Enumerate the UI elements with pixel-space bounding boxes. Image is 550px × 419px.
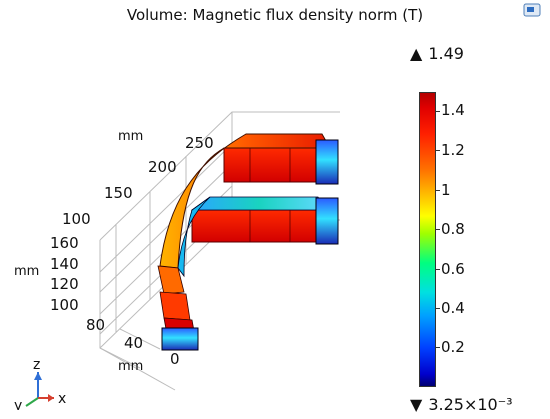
triangle-down-icon: ▼ (410, 395, 423, 414)
colorbar-tick-0-2: 0.2 (441, 338, 465, 356)
plot-canvas[interactable]: mm 250 200 150 100 mm 160 140 120 100 80… (0, 30, 410, 410)
x-tick-200: 200 (148, 158, 177, 176)
colorbar-tick-1: 1 (441, 181, 451, 199)
z-tick-120: 120 (50, 275, 79, 293)
axis-unit-z: mm (14, 264, 39, 279)
y-tick-40: 40 (124, 334, 143, 352)
colorbar-max: ▲ 1.49 (410, 44, 464, 63)
triad-y-label: y (14, 398, 22, 410)
colorbar-tick-0-4: 0.4 (441, 299, 465, 317)
colorbar-tick-1-4: 1.4 (441, 101, 465, 119)
colorbar-tick-0-6: 0.6 (441, 260, 465, 278)
coordinate-triad: z x y (14, 357, 66, 410)
y-tick-80: 80 (86, 316, 105, 334)
colorbar-tick-0-8: 0.8 (441, 220, 465, 238)
colorbar-tickmark (435, 347, 440, 348)
colorbar-min: ▼ 3.25×10⁻³ (410, 395, 513, 414)
triangle-up-icon: ▲ (410, 44, 423, 63)
triad-x-label: x (58, 391, 66, 407)
plot-title: Volume: Magnetic flux density norm (T) (126, 6, 424, 24)
colorbar-tickmark (435, 190, 440, 191)
axis-unit-y: mm (118, 359, 143, 374)
z-tick-100: 100 (50, 296, 79, 314)
colorbar-tickmark (435, 269, 440, 270)
colorbar-tickmark (435, 308, 440, 309)
z-tick-160: 160 (50, 234, 79, 252)
colorbar-tick-1-2: 1.2 (441, 141, 465, 159)
triad-z-label: z (33, 357, 40, 373)
colorbar-tickmark (435, 111, 440, 112)
x-tick-150: 150 (104, 184, 133, 202)
z-tick-140: 140 (50, 255, 79, 273)
magnet-geometry[interactable] (157, 133, 339, 351)
window-icon[interactable] (523, 3, 541, 17)
colorbar-tickmark (435, 150, 440, 151)
y-tick-0: 0 (170, 350, 180, 368)
x-tick-100: 100 (62, 210, 91, 228)
x-tick-250: 250 (185, 134, 214, 152)
axis-unit-x: mm (118, 129, 143, 144)
colorbar (419, 92, 436, 387)
colorbar-tickmark (435, 229, 440, 230)
